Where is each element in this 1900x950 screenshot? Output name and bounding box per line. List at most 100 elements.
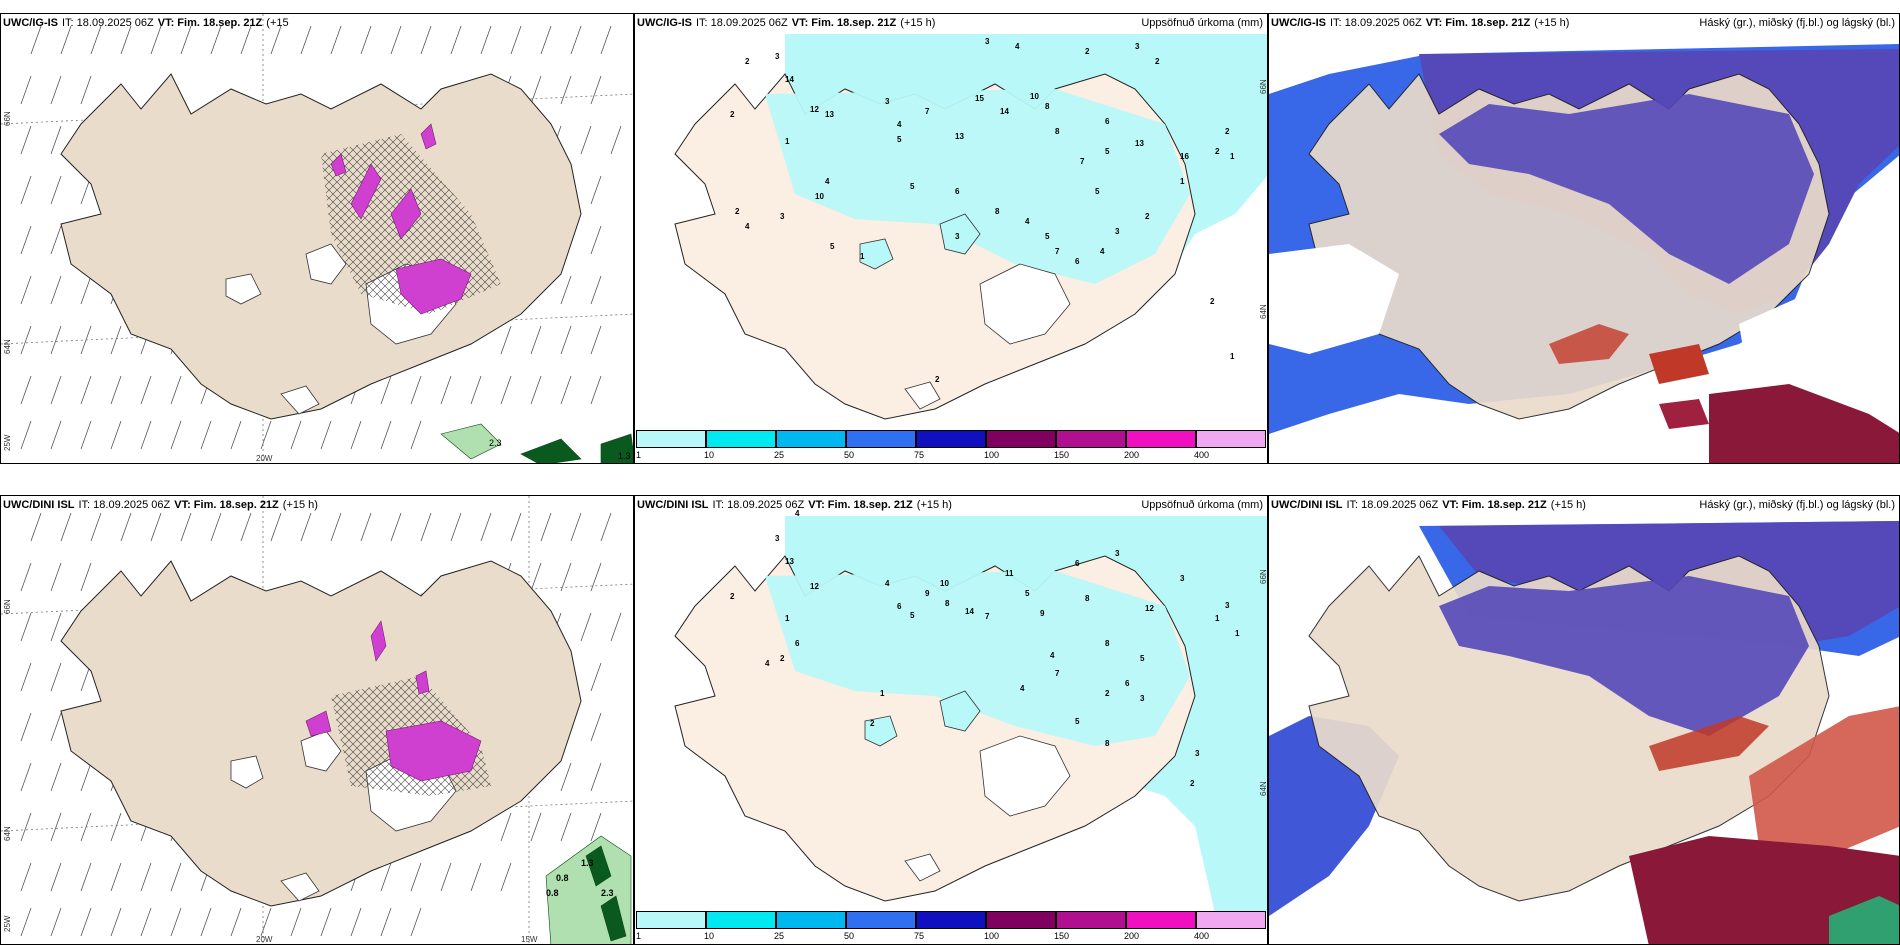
svg-text:2: 2 xyxy=(730,110,735,119)
colorbar-label: 25 xyxy=(774,450,785,460)
svg-text:5: 5 xyxy=(1140,654,1145,663)
svg-text:4: 4 xyxy=(795,509,800,518)
green-value: 2.3 xyxy=(601,888,614,898)
svg-text:1: 1 xyxy=(785,137,790,146)
colorbar-swatch xyxy=(776,430,846,448)
svg-text:10: 10 xyxy=(940,579,949,588)
svg-text:10: 10 xyxy=(815,192,824,201)
svg-text:4: 4 xyxy=(1015,42,1020,51)
lat-label-64n: 64N xyxy=(3,826,12,841)
model-name: UWC/DINI ISL xyxy=(3,499,75,511)
colorbar-label: 100 xyxy=(984,450,1000,460)
green-value: 1.3 xyxy=(581,858,594,868)
valid-time: VT: Fim. 18.sep. 21Z xyxy=(1442,499,1547,511)
svg-text:9: 9 xyxy=(925,589,930,598)
lat-label-66n: 66N xyxy=(3,599,12,614)
panel-cloud-top: UWC/IG-IS IT: 18.09.2025 06Z VT: Fim. 18… xyxy=(1268,13,1900,464)
svg-text:8: 8 xyxy=(1045,102,1050,111)
svg-text:9: 9 xyxy=(1040,609,1045,618)
lat-label-64n: 64N xyxy=(1259,781,1268,796)
colorbar-label: 400 xyxy=(1194,450,1210,460)
svg-text:12: 12 xyxy=(810,105,819,114)
svg-text:3: 3 xyxy=(1225,601,1230,610)
colorbar-label: 200 xyxy=(1124,931,1140,941)
svg-text:2: 2 xyxy=(735,207,740,216)
svg-text:13: 13 xyxy=(785,557,794,566)
green-precip xyxy=(545,835,632,944)
field-title: Uppsöfnuð úrkoma (mm) xyxy=(1141,17,1263,29)
svg-text:1: 1 xyxy=(1230,352,1235,361)
lat-label-25w: 25W xyxy=(3,915,12,932)
lead-time: (+15 h) xyxy=(916,499,952,511)
colorbar-swatch xyxy=(776,911,846,929)
lat-label-64n: 64N xyxy=(3,339,12,354)
colorbar-swatch xyxy=(986,911,1056,929)
init-time: IT: 18.09.2025 06Z xyxy=(712,499,805,511)
panel-precip-top: UWC/IG-IS IT: 18.09.2025 06Z VT: Fim. 18… xyxy=(634,13,1268,464)
precip-over-land xyxy=(765,89,1190,284)
colorbar-swatch xyxy=(916,430,986,448)
svg-text:7: 7 xyxy=(1055,247,1060,256)
wind-map: 2.3 1.3 xyxy=(1,14,633,463)
colorbar-label: 10 xyxy=(704,450,715,460)
lead-time: (+15 h) xyxy=(900,17,936,29)
colorbar-swatch xyxy=(636,911,706,929)
valid-time: VT: Fim. 18.sep. 21Z xyxy=(1425,17,1531,29)
colorbar-swatch xyxy=(1126,911,1196,929)
svg-text:1: 1 xyxy=(1235,629,1240,638)
svg-text:5: 5 xyxy=(1025,589,1030,598)
svg-text:8: 8 xyxy=(1055,127,1060,136)
svg-text:5: 5 xyxy=(910,611,915,620)
ice-cap-b xyxy=(939,213,981,255)
svg-text:3: 3 xyxy=(1115,549,1120,558)
svg-text:2: 2 xyxy=(1085,47,1090,56)
mid-cloud-over-land xyxy=(1439,576,1809,736)
svg-text:2: 2 xyxy=(870,719,875,728)
svg-text:3: 3 xyxy=(775,534,780,543)
colorbar: 1 10 25 50 75 100 150 200 400 xyxy=(636,911,1266,943)
colorbar-swatch xyxy=(706,911,776,929)
svg-text:5: 5 xyxy=(1105,147,1110,156)
svg-text:2: 2 xyxy=(1190,779,1195,788)
colorbar-label: 400 xyxy=(1194,931,1210,941)
init-time: IT: 18.09.2025 06Z xyxy=(62,17,154,29)
panel-header: UWC/IG-IS IT: 18.09.2025 06Z VT: Fim. 18… xyxy=(1271,16,1895,32)
svg-text:8: 8 xyxy=(1105,739,1110,748)
panel-header: UWC/IG-IS IT: 18.09.2025 06Z VT: Fim. 18… xyxy=(637,16,1263,32)
svg-text:3: 3 xyxy=(1195,749,1200,758)
field-title: Háský (gr.), miðský (fj.bl.) og lágský (… xyxy=(1699,17,1895,29)
green-value: 2.3 xyxy=(489,438,502,448)
field-title: Uppsöfnuð úrkoma (mm) xyxy=(1141,499,1263,511)
colorbar-label: 10 xyxy=(704,931,715,941)
panel-cloud-bottom: UWC/DINI ISL IT: 18.09.2025 06Z VT: Fim.… xyxy=(1268,495,1900,945)
lon-label-20w: 20W xyxy=(256,935,273,944)
init-time: IT: 18.09.2025 06Z xyxy=(696,17,788,29)
cloud-map xyxy=(1269,516,1899,944)
init-time: IT: 18.09.2025 06Z xyxy=(1330,17,1422,29)
svg-text:6: 6 xyxy=(897,602,902,611)
model-name: UWC/DINI ISL xyxy=(637,499,709,511)
model-name: UWC/DINI ISL xyxy=(1271,499,1343,511)
colorbar-swatch xyxy=(916,911,986,929)
ice-cap-c xyxy=(225,273,262,305)
ice-cap-c xyxy=(230,755,264,789)
ice-cap-b xyxy=(305,243,347,285)
panel-wind-top: UWC/IG-IS IT: 18.09.2025 06Z VT: Fim. 18… xyxy=(0,13,634,464)
svg-text:2: 2 xyxy=(1210,297,1215,306)
svg-text:7: 7 xyxy=(1080,157,1085,166)
colorbar-swatch xyxy=(846,430,916,448)
svg-text:7: 7 xyxy=(1055,669,1060,678)
svg-text:1: 1 xyxy=(880,689,885,698)
colorbar-swatch xyxy=(986,430,1056,448)
colorbar-swatch xyxy=(1126,430,1196,448)
colorbar-label: 100 xyxy=(984,931,1000,941)
panel-precip-bottom: UWC/DINI ISL IT: 18.09.2025 06Z VT: Fim.… xyxy=(634,495,1268,945)
svg-text:2: 2 xyxy=(745,57,750,66)
svg-text:12: 12 xyxy=(810,582,819,591)
no-cloud-area-se xyxy=(1739,264,1899,394)
model-name: UWC/IG-IS xyxy=(637,17,692,29)
